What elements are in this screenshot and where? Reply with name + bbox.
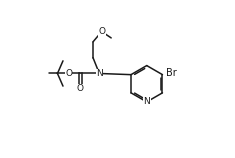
Text: N: N [96, 69, 103, 78]
Text: O: O [77, 84, 84, 93]
Text: O: O [98, 27, 105, 36]
Text: N: N [143, 97, 150, 106]
Text: O: O [65, 69, 72, 78]
Text: Br: Br [166, 68, 176, 78]
